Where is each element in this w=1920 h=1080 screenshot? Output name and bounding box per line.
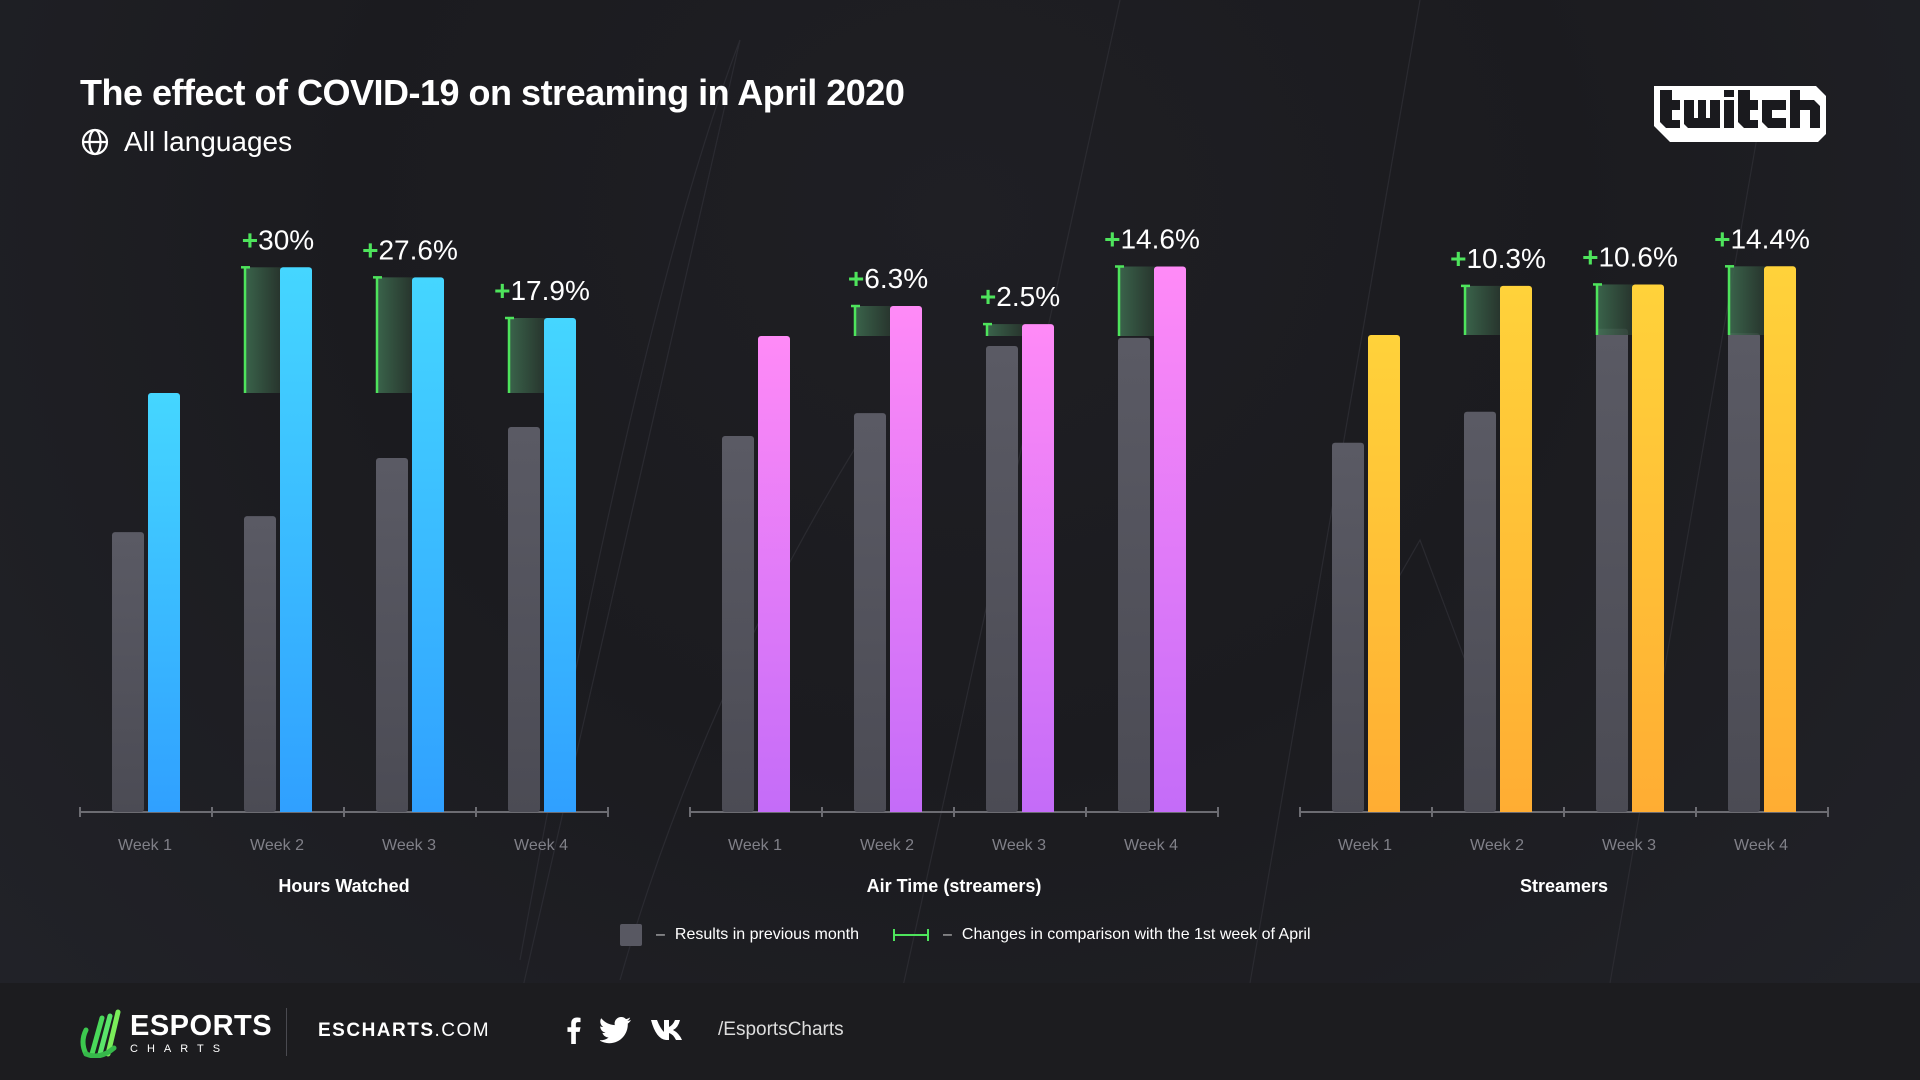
bar-april (1022, 324, 1054, 812)
page-title: The effect of COVID-19 on streaming in A… (80, 72, 905, 113)
bar-april-base (1500, 806, 1532, 812)
bar-previous-month (1464, 411, 1496, 812)
social-handle[interactable]: /EsportsCharts (718, 1019, 844, 1040)
site-link[interactable]: ESCHARTS.COM (318, 1020, 490, 1042)
bar-april (758, 336, 790, 812)
change-region (377, 277, 413, 393)
facebook-icon[interactable] (566, 1016, 582, 1044)
chart-air-time-streamers: Week 1 +6.3% Week 2 +2.5% Week 3 +14.6% Week 4… (689, 224, 1219, 896)
chart-hours-watched: Week 1 +30% Week 2 +27.6% Week 3 +17.9% Week 4… (79, 224, 609, 896)
footer (0, 983, 1920, 1080)
chart-title: Air Time (streamers) (867, 876, 1042, 896)
change-region (1729, 266, 1765, 335)
change-region (1465, 285, 1501, 335)
twitch-logo (1654, 86, 1826, 142)
change-label: +30% (242, 224, 314, 255)
change-label: +17.9% (494, 275, 590, 306)
change-label: +10.3% (1450, 243, 1546, 274)
bar-april-base (1764, 806, 1796, 812)
x-tick-label: Week 4 (514, 837, 568, 854)
bar-april-base (758, 806, 790, 812)
bar-april (280, 267, 312, 812)
change-region (987, 324, 1023, 336)
x-tick-label: Week 3 (382, 837, 436, 854)
x-tick-label: Week 1 (1338, 837, 1392, 854)
change-label: +14.4% (1714, 223, 1810, 254)
charts-area: Week 1 +30% Week 2 +27.6% Week 3 +17.9% Week 4… (79, 223, 1829, 896)
legend-change-bracket-icon (893, 929, 929, 941)
bar-april-base (1368, 806, 1400, 812)
bar-previous-month (1332, 442, 1364, 812)
legend-separator: – (656, 926, 665, 943)
bar-april-base (544, 806, 576, 812)
legend-previous-month-swatch (620, 924, 642, 946)
bar-previous-month (1728, 333, 1760, 812)
social-links: /EsportsCharts (566, 1016, 844, 1044)
x-tick-label: Week 2 (250, 837, 304, 854)
bar-april (544, 317, 576, 812)
x-tick-label: Week 3 (1602, 837, 1656, 854)
x-tick-label: Week 3 (992, 837, 1046, 854)
bar-previous-month (112, 532, 144, 812)
bar-april-base (148, 806, 180, 812)
x-tick-label: Week 2 (1470, 837, 1524, 854)
bar-april (1632, 284, 1664, 812)
legend-change-label: Changes in comparison with the 1st week … (961, 926, 1311, 943)
subtitle-text: All languages (124, 126, 293, 157)
change-region (855, 306, 891, 336)
change-label: +6.3% (848, 263, 928, 294)
bar-april-base (890, 806, 922, 812)
bar-april (1154, 266, 1186, 812)
bar-april-base (1632, 806, 1664, 812)
bar-april (1764, 266, 1796, 812)
brand-bottom: CHARTS (130, 1042, 230, 1055)
x-tick-label: Week 4 (1734, 837, 1788, 854)
change-region (1119, 266, 1155, 336)
bar-april (1368, 335, 1400, 812)
bar-april-base (1022, 806, 1054, 812)
esports-charts-logo-icon (80, 1009, 121, 1058)
bar-april (890, 306, 922, 812)
change-region (509, 317, 545, 393)
bar-previous-month (854, 413, 886, 812)
chart-title: Hours Watched (278, 876, 409, 896)
esports-charts-logo[interactable]: ESPORTS CHARTS (78, 1008, 272, 1058)
bar-previous-month (376, 457, 408, 812)
legend-previous-month-label: Results in previous month (674, 926, 859, 943)
bar-april-base (412, 806, 444, 812)
bar-previous-month (244, 516, 276, 812)
bar-april-base (280, 806, 312, 812)
change-label: +27.6% (362, 234, 458, 265)
change-region (245, 267, 281, 393)
site-rest: .COM (434, 1020, 491, 1041)
subtitle: All languages (80, 126, 292, 158)
x-tick-label: Week 4 (1124, 837, 1178, 854)
x-tick-label: Week 1 (728, 837, 782, 854)
bar-previous-month (1118, 337, 1150, 812)
chart-streamers: Week 1 +10.3% Week 2 +10.6% Week 3 +14.4% Week… (1299, 223, 1829, 896)
bar-previous-month (508, 426, 540, 812)
bar-april-base (1154, 806, 1186, 812)
vk-icon[interactable] (650, 1016, 686, 1044)
change-region (1597, 284, 1633, 335)
bar-previous-month (722, 435, 754, 812)
bar-previous-month (986, 345, 1018, 812)
bar-previous-month (1596, 328, 1628, 812)
x-tick-label: Week 1 (118, 837, 172, 854)
legend-separator: – (943, 926, 952, 943)
bar-april (412, 277, 444, 813)
brand-top: ESPORTS (130, 1009, 273, 1042)
change-label: +2.5% (980, 281, 1060, 312)
bar-april (1500, 285, 1532, 812)
globe-icon (81, 128, 109, 156)
legend: – Results in previous month – Changes in… (620, 924, 1311, 946)
bar-april (148, 393, 180, 812)
chart-title: Streamers (1520, 876, 1608, 896)
twitter-icon[interactable] (600, 1016, 632, 1044)
x-tick-label: Week 2 (860, 837, 914, 854)
change-label: +10.6% (1582, 241, 1678, 272)
footer-divider (286, 1008, 287, 1056)
change-label: +14.6% (1104, 224, 1200, 255)
site-bold: ESCHARTS (318, 1020, 435, 1041)
